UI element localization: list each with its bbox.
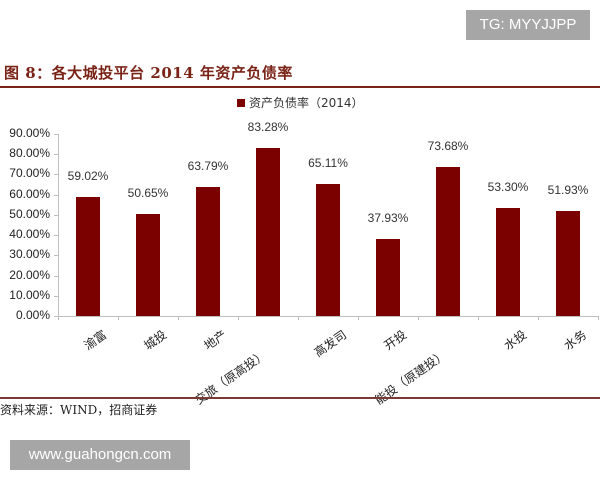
legend-swatch-icon xyxy=(237,98,245,107)
y-tick-mark xyxy=(54,316,58,317)
bar xyxy=(136,213,160,316)
bar-value-label: 73.68% xyxy=(427,139,469,153)
x-tick-mark xyxy=(58,316,59,320)
bar xyxy=(496,208,520,316)
y-tick-label: 70.00% xyxy=(9,166,50,181)
y-tick-label: 90.00% xyxy=(9,126,50,140)
watermark-top: TG: MYYJJPP xyxy=(466,10,590,40)
x-category-label: 地产 xyxy=(201,327,230,353)
bar-value-label: 59.02% xyxy=(67,168,109,183)
x-category-label: 开投 xyxy=(381,327,410,353)
legend-label: 资产负债率（2014） xyxy=(249,96,364,110)
x-tick-mark xyxy=(478,316,479,320)
bar-value-label: 65.11% xyxy=(308,156,348,171)
x-category-label: 高发司 xyxy=(311,327,350,360)
y-tick-label: 20.00% xyxy=(9,267,50,282)
x-tick-mark xyxy=(178,316,179,320)
y-tick-mark xyxy=(54,174,58,176)
x-tick-mark xyxy=(358,316,359,320)
bar xyxy=(256,147,280,316)
title-divider xyxy=(0,86,600,88)
bar xyxy=(556,210,580,316)
bar-value-label: 53.30% xyxy=(487,180,529,195)
y-tick-mark xyxy=(54,255,58,257)
y-tick-label: 80.00% xyxy=(9,146,50,161)
source-note: 资料来源：WIND，招商证券 xyxy=(0,403,158,417)
y-tick-mark xyxy=(54,194,58,196)
bar-value-label: 83.28% xyxy=(247,119,289,134)
x-tick-mark xyxy=(298,316,299,320)
y-tick-mark xyxy=(54,134,58,135)
watermark-bottom: www.guahongcn.com xyxy=(10,440,190,470)
x-tick-mark xyxy=(238,316,239,320)
y-tick-mark xyxy=(54,214,58,216)
x-category-label: 水投 xyxy=(501,327,530,353)
x-tick-mark xyxy=(418,316,419,320)
bar xyxy=(436,167,460,316)
y-tick-mark xyxy=(54,154,58,156)
x-axis xyxy=(58,316,598,317)
bar-chart: 0.00% 10.00% 20.00% 30.00% 40.00% 50.00% 60.00… xyxy=(9,119,599,407)
y-tick-label: 60.00% xyxy=(9,186,50,201)
y-tick-mark xyxy=(54,295,58,297)
bar xyxy=(376,239,400,316)
x-category-label: 城投 xyxy=(141,327,170,353)
source-divider xyxy=(0,397,600,399)
y-tick-label: 50.00% xyxy=(9,206,50,221)
bar-value-label: 50.65% xyxy=(127,185,169,200)
x-category-label: 水务 xyxy=(561,327,590,353)
y-tick-label: 30.00% xyxy=(9,247,50,262)
figure-title: 图 8：各大城投平台 2014 年资产负债率 xyxy=(4,64,293,82)
x-tick-mark xyxy=(538,316,539,320)
y-tick-label: 10.00% xyxy=(9,287,50,302)
bar xyxy=(316,184,340,316)
x-tick-mark xyxy=(118,316,119,320)
bar xyxy=(196,187,220,316)
bar xyxy=(76,196,100,316)
y-tick-mark xyxy=(54,275,58,277)
y-tick-mark xyxy=(54,235,58,237)
x-tick-mark xyxy=(598,316,599,320)
bar-value-label: 63.79% xyxy=(187,159,229,173)
y-tick-label: 0.00% xyxy=(15,308,50,322)
bar-value-label: 51.93% xyxy=(547,182,589,197)
chart-legend: 资产负债率（2014） xyxy=(237,94,364,111)
y-tick-label: 40.00% xyxy=(9,227,50,242)
bar-value-label: 37.93% xyxy=(367,211,409,226)
x-category-label: 渝富 xyxy=(81,327,110,353)
y-axis xyxy=(58,134,59,316)
